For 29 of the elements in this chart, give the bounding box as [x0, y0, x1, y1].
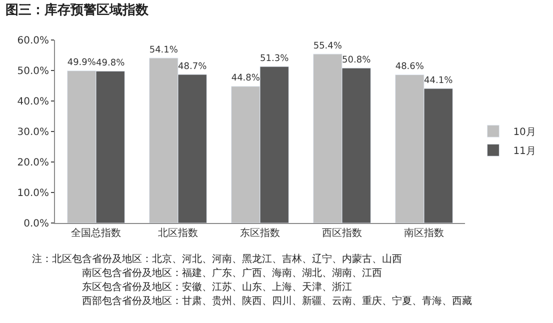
chart-title: 图三：库存预警区域指数 — [6, 2, 150, 18]
data-label: 48.6% — [395, 62, 424, 72]
text: 南区包含省份及地区：福建、广东、广西、海南、湖北、湖南、江西 — [82, 267, 382, 279]
x-tick-label: 西区指数 — [322, 227, 362, 239]
data-label: 44.1% — [424, 76, 454, 86]
y-tick-label: 50.0% — [17, 66, 49, 77]
data-label: 49.9% — [67, 58, 96, 68]
x-tick-label: 东区指数 — [240, 227, 280, 239]
x-tick-label: 南区指数 — [404, 227, 444, 239]
text: 东区包含省份及地区：安徽、江苏、山东、上海、天津、浙江 — [82, 281, 352, 293]
text: 西部包含省份及地区：甘肃、贵州、陕西、四川、新疆、云南、重庆、宁夏、青海、西藏 — [82, 295, 472, 307]
legend-label: 11月 — [513, 146, 536, 158]
data-label: 50.8% — [342, 55, 372, 66]
y-tick-label: 10.0% — [17, 188, 49, 199]
y-tick-label: 30.0% — [17, 127, 49, 138]
data-label: 51.3% — [260, 54, 290, 64]
y-tick-label: 40.0% — [17, 96, 49, 108]
y-tick-label: 0.0% — [24, 218, 49, 230]
data-label: 49.8% — [96, 58, 126, 68]
data-label: 55.4% — [313, 41, 342, 52]
y-tick-label: 60.0% — [17, 36, 49, 46]
legend-label: 10月 — [513, 127, 536, 138]
data-label: 44.8% — [231, 74, 260, 84]
y-tick-label: 20.0% — [17, 158, 49, 168]
data-label: 48.7% — [178, 62, 208, 72]
x-tick-label: 全国总指数 — [71, 227, 121, 239]
data-label: 54.1% — [149, 45, 178, 56]
x-tick-label: 北区指数 — [158, 227, 198, 239]
text: 注：北区包含省份及地区：北京、河北、河南、黑龙江、吉林、辽宁、内蒙古、山西 — [32, 253, 402, 265]
